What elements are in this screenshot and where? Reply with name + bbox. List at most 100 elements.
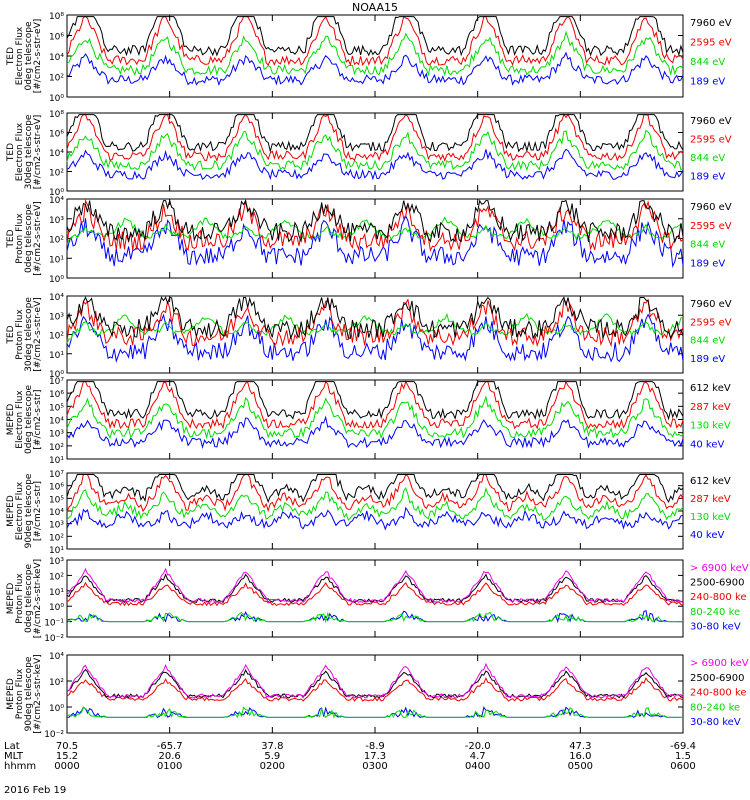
y-tick-label: 10⁰: [49, 704, 64, 714]
x-tick-label: 0000: [54, 761, 79, 772]
legend-entry: 130 keV: [690, 421, 731, 432]
date-label: 2016 Feb 19: [4, 785, 67, 796]
series-line: [66, 148, 684, 181]
x-tick-label: 20.6: [159, 751, 181, 762]
series-line: [66, 487, 684, 521]
legend-entry: 240-800 ke: [690, 688, 747, 699]
x-tick-label: 4.7: [470, 751, 486, 762]
series-line: [67, 706, 683, 719]
y-tick-label: 10⁷: [49, 377, 64, 387]
x-tick-label: 0400: [465, 761, 490, 772]
y-tick-label: 10¹: [49, 546, 64, 556]
x-tick-label: -65.7: [157, 741, 183, 752]
x-tick-label: 1.5: [675, 751, 691, 762]
y-axis-label: [#/cm2-s-str-eV]: [33, 115, 43, 190]
y-tick-label: 10²: [49, 678, 64, 688]
legend-entry: 2595 eV: [690, 317, 732, 328]
panel-1: 10⁰ 10² 10⁴ 10⁶ 10⁸ TED Electron Flux 0deg tele…: [6, 12, 732, 104]
y-tick-label: 10⁻¹: [44, 619, 64, 629]
y-tick-label: 10²: [49, 533, 64, 543]
y-axis-label: Electron Flux: [15, 26, 25, 85]
legend-entry: 80-240 ke: [690, 607, 740, 618]
y-tick-label: 10⁴: [49, 149, 64, 159]
y-tick-label: 10⁸: [49, 110, 64, 120]
y-tick-label: 10⁶: [49, 390, 64, 400]
series-line: [66, 114, 684, 154]
y-axis-label: 0deg telescope: [24, 21, 34, 91]
x-tick-label: 0300: [362, 761, 387, 772]
legend-entry: 844 eV: [690, 336, 725, 347]
y-tick-label: 10³: [49, 312, 64, 322]
y-axis-label: TED: [6, 47, 16, 66]
legend-entry: 844 eV: [690, 240, 725, 251]
legend-entry: 287 keV: [690, 402, 731, 413]
series-line: [66, 113, 684, 162]
legend-entry: 189 eV: [690, 77, 725, 88]
y-tick-label: 10⁴: [49, 508, 64, 518]
y-tick-label: 10⁵: [49, 403, 64, 413]
series-line: [66, 676, 684, 702]
y-tick-label: 10⁴: [49, 196, 64, 206]
y-tick-label: 10³: [49, 557, 64, 567]
y-axis-label: 90deg telescope: [24, 656, 34, 731]
series-line: [66, 474, 684, 504]
x-tick-label: 0600: [670, 761, 695, 772]
y-tick-label: 10³: [49, 430, 64, 440]
y-axis-label: TED: [6, 325, 16, 344]
y-tick-label: 10¹: [49, 456, 64, 466]
legend-entry: 7960 eV: [690, 299, 732, 310]
y-axis-label: MEPED: [6, 495, 16, 527]
series-line: [66, 313, 684, 363]
y-tick-label: 10⁶: [49, 33, 64, 43]
y-axis-label: Proton Flux: [15, 573, 25, 624]
legend-entry: 30-80 keV: [690, 621, 741, 632]
series-line: [66, 16, 684, 57]
y-axis-label: MEPED: [6, 583, 16, 615]
y-tick-label: 10⁷: [49, 470, 64, 480]
plot-frame: [66, 654, 684, 734]
y-tick-label: 10²: [49, 443, 64, 453]
legend-entry: 612 keV: [690, 383, 731, 394]
series-line: [66, 381, 684, 421]
series-line: [66, 567, 684, 604]
legend-entry: 2595 eV: [690, 135, 732, 146]
series-line: [66, 215, 684, 268]
x-tick-label: -20.0: [465, 741, 491, 752]
legend-entry: 2500-6900: [690, 578, 745, 589]
legend-entry: 844 eV: [690, 153, 725, 164]
panel-2: 10⁰ 10² 10⁴ 10⁶ 10⁸ TED Electron Flux 30deg tel…: [6, 110, 732, 198]
series-line: [66, 395, 684, 440]
series-line: [66, 506, 684, 531]
x-tick-label: 17.3: [364, 751, 386, 762]
y-tick-label: 10⁰: [49, 188, 64, 198]
y-axis-label: 0deg telescope: [24, 385, 34, 455]
y-axis-label: Electron Flux: [15, 390, 25, 449]
y-axis-label: [#/cm2-s-str-eV]: [33, 201, 43, 276]
y-axis-label: 0deg telescope: [24, 564, 34, 634]
panel-4: 10⁰ 10¹ 10² 10³ 10⁴ TED Proton Flux 30deg teles…: [6, 293, 732, 380]
y-axis-label: Electron Flux: [15, 122, 25, 181]
legend-entry: 7960 eV: [690, 202, 732, 213]
legend-entry: 612 keV: [690, 476, 731, 487]
y-tick-label: 10¹: [49, 588, 64, 598]
series-line: [66, 296, 684, 340]
x-row-label: Lat: [4, 741, 20, 752]
series-line: [66, 15, 684, 67]
y-tick-label: 10⁶: [49, 483, 64, 493]
y-tick-label: 10³: [49, 216, 64, 226]
legend-entry: 80-240 ke: [690, 702, 740, 713]
y-tick-label: 10⁴: [49, 53, 64, 63]
series-line: [66, 198, 684, 244]
y-axis-label: [#/cm2-s-str-keV]: [33, 654, 43, 733]
y-tick-label: 10²: [49, 74, 64, 84]
series-line: [66, 573, 684, 604]
y-axis-label: Proton Flux: [15, 213, 25, 264]
x-tick-label: 47.3: [569, 741, 591, 752]
legend-entry: 7960 eV: [690, 18, 732, 29]
panel-6: 10¹ 10² 10³ 10⁴ 10⁵ 10⁶ 10⁷ MEPED Electron Flux 9…: [6, 470, 731, 556]
series-line: [66, 581, 684, 607]
legend-entry: 189 eV: [690, 172, 725, 183]
y-tick-label: 10⁴: [49, 652, 64, 662]
legend-entry: 2595 eV: [690, 38, 732, 49]
